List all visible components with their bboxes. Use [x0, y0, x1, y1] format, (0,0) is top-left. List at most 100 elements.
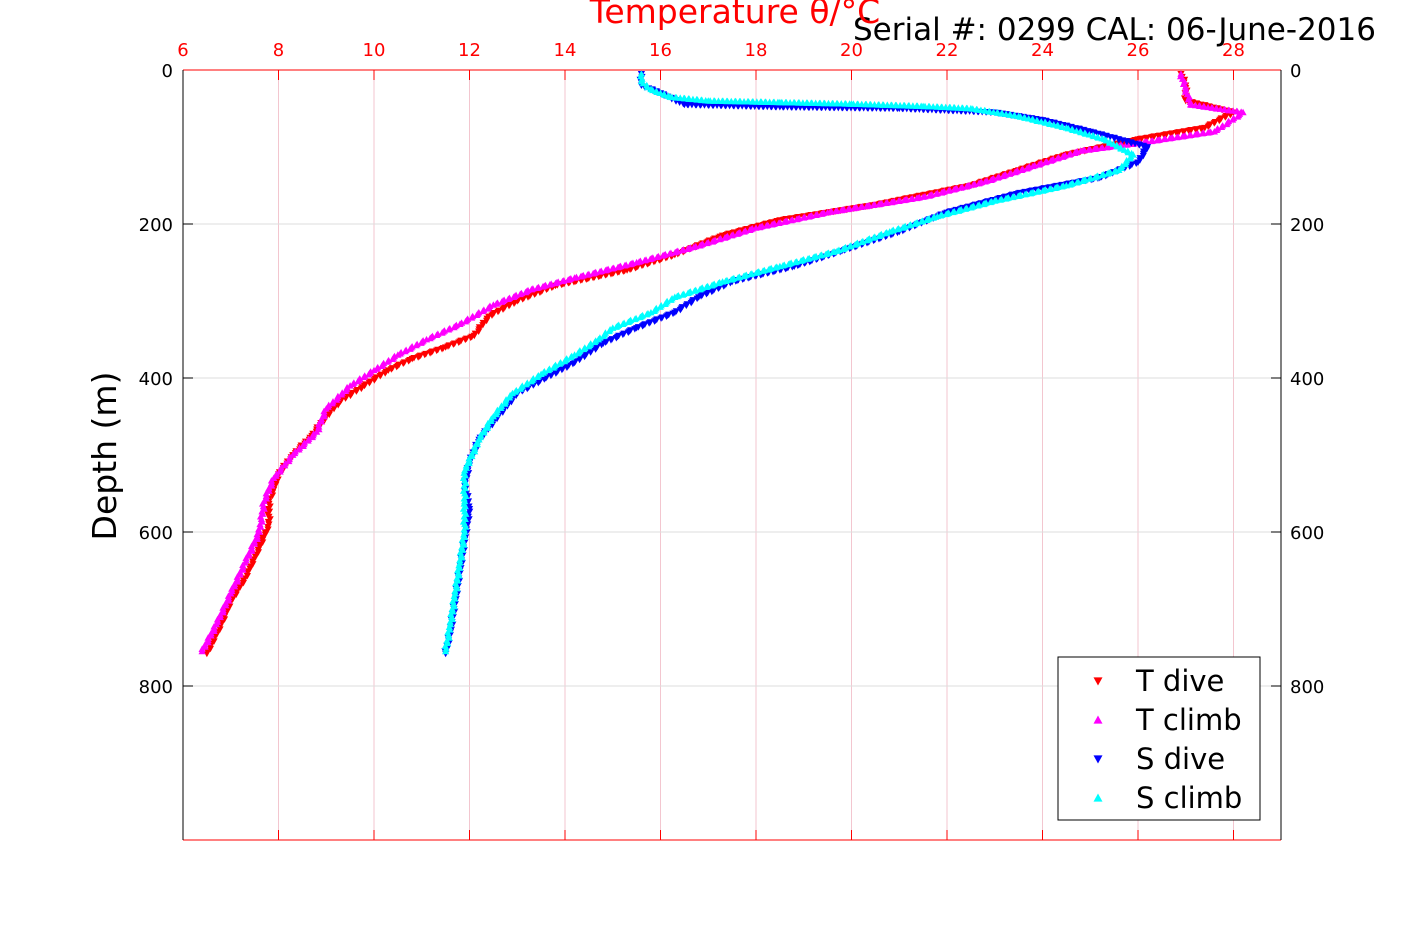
data-point [708, 238, 717, 245]
data-point [987, 176, 995, 183]
data-point [589, 269, 597, 277]
data-point [1223, 120, 1231, 128]
data-point [1177, 70, 1185, 77]
data-point [1204, 129, 1212, 136]
data-point [671, 248, 679, 256]
data-point [929, 214, 937, 221]
data-point [1073, 178, 1081, 186]
data-point [780, 218, 788, 225]
data-point [516, 290, 524, 298]
data-point [325, 411, 333, 419]
series-s-climb [441, 70, 1137, 655]
data-point [1014, 192, 1022, 200]
data-point [714, 279, 722, 287]
data-point [888, 198, 896, 206]
data-point [442, 645, 450, 652]
data-point [639, 79, 647, 87]
series-t-dive [203, 70, 1238, 658]
data-point [624, 318, 632, 326]
data-point [832, 207, 840, 215]
data-point [844, 205, 852, 213]
data-point [388, 355, 397, 362]
data-point [822, 250, 830, 258]
data-point [839, 245, 847, 253]
data-point [564, 276, 572, 283]
data-point [734, 274, 742, 281]
data-point [445, 326, 453, 333]
data-point [1039, 187, 1047, 194]
data-point [527, 377, 535, 385]
data-point [479, 322, 487, 329]
data-point [944, 187, 953, 194]
data-point [969, 181, 977, 188]
data-point [911, 220, 919, 227]
data-point [1026, 189, 1035, 197]
legend-label: T dive [1135, 664, 1224, 698]
data-point [746, 226, 754, 234]
data-point [544, 366, 553, 374]
data-point [1053, 154, 1062, 162]
data-point [917, 218, 925, 225]
legend-marker [1093, 755, 1103, 764]
data-point [740, 272, 748, 280]
data-point [1198, 129, 1206, 137]
y-tick-label-right: 200 [1290, 215, 1324, 236]
data-point [666, 250, 674, 257]
data-point [771, 264, 780, 271]
data-point [875, 232, 883, 239]
x-tick-label: 22 [936, 40, 959, 61]
data-point [236, 584, 244, 592]
data-point [621, 261, 629, 269]
y-tick-label-right: 600 [1290, 523, 1324, 544]
data-point [1071, 149, 1079, 157]
data-point [360, 373, 368, 381]
data-point [203, 650, 211, 658]
axes: 6 8 10 12 14 16 18 20 22 24 26 28 0 0 200 200 400 400 600 6… [139, 40, 1324, 841]
data-point [894, 197, 903, 204]
legend-marker [1093, 793, 1103, 802]
data-point [979, 200, 988, 208]
data-point [1085, 175, 1094, 182]
x-tick-label: 20 [840, 40, 863, 61]
data-point [641, 256, 649, 264]
data-point [522, 380, 530, 388]
data-point [337, 390, 346, 398]
data-point [619, 320, 627, 327]
data-point [696, 241, 704, 249]
data-point [1051, 184, 1059, 192]
data-point [501, 400, 509, 407]
data-point [875, 200, 883, 208]
data-point [728, 231, 736, 239]
data-point [442, 647, 450, 655]
data-point [549, 364, 558, 371]
x-tick-label: 12 [458, 40, 481, 61]
data-point [703, 239, 711, 247]
data-point [417, 339, 425, 346]
data-point [591, 338, 599, 346]
data-point [510, 293, 518, 301]
data-point [354, 377, 362, 385]
data-point [626, 260, 634, 268]
data-point [949, 208, 957, 216]
data-point [881, 229, 890, 237]
data-point [497, 404, 505, 411]
data-point [378, 362, 386, 369]
data-point [646, 255, 654, 263]
data-point [1178, 133, 1187, 140]
data-point [653, 253, 661, 261]
data-point [1139, 152, 1147, 160]
data-point [765, 266, 773, 273]
data-point [614, 263, 622, 271]
data-point [869, 234, 878, 241]
data-point [678, 291, 687, 298]
legend-label: S climb [1136, 781, 1242, 815]
legend-label: T climb [1135, 703, 1242, 737]
data-point [768, 221, 776, 228]
y-axis-label: Depth (m) [85, 372, 124, 541]
data-point [696, 285, 704, 293]
x-tick-label: 10 [363, 40, 386, 61]
data-point [1021, 190, 1029, 198]
x-tick-label: 16 [649, 40, 672, 61]
data-point [775, 219, 783, 226]
data-point [727, 276, 735, 283]
